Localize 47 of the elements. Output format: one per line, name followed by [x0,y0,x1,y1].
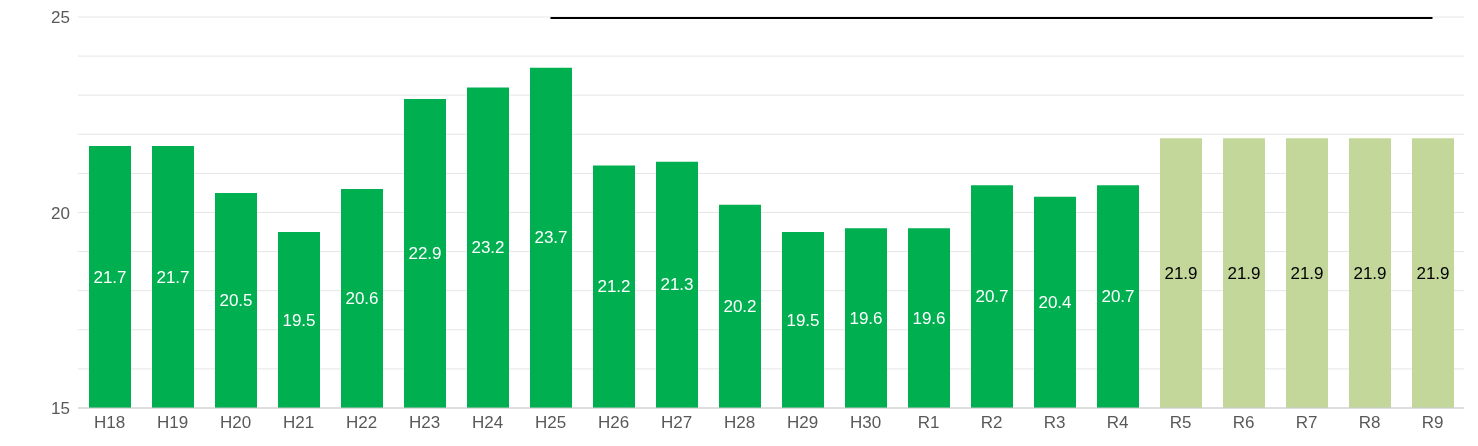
data-label: 21.7 [156,267,190,287]
data-label: 20.7 [975,287,1009,307]
x-tick-label: H23 [408,413,441,433]
x-tick-label: R5 [1169,413,1192,433]
data-label: 21.9 [1416,263,1450,283]
data-label: 19.6 [849,308,883,328]
x-tick-label: H18 [93,413,126,433]
x-tick-label: H27 [660,413,693,433]
x-tick-label: H29 [786,413,819,433]
x-tick-label: H21 [282,413,315,433]
data-label: 21.9 [1290,263,1324,283]
x-tick-label: H20 [219,413,252,433]
y-tick-label: 25 [51,8,70,28]
data-label: 21.9 [1227,263,1261,283]
x-tick-label: R6 [1232,413,1255,433]
data-label: 21.2 [597,277,631,297]
data-label: 22.9 [408,244,442,264]
data-label: 20.5 [219,290,253,310]
data-label: 20.2 [723,296,757,316]
data-label: 23.2 [471,238,505,258]
data-label: 21.9 [1164,263,1198,283]
x-tick-label: H19 [156,413,189,433]
data-label: 20.6 [345,289,379,309]
x-tick-label: R1 [917,413,940,433]
x-tick-label: H22 [345,413,378,433]
data-label: 19.6 [912,308,946,328]
x-tick-label: H26 [597,413,630,433]
data-label: 21.7 [93,267,127,287]
x-tick-label: R8 [1358,413,1381,433]
data-label: 20.4 [1038,292,1072,312]
x-tick-label: R9 [1421,413,1444,433]
x-tick-label: R4 [1106,413,1129,433]
x-tick-label: H30 [849,413,882,433]
x-tick-label: H25 [534,413,567,433]
x-tick-label: H24 [471,413,504,433]
data-label: 20.7 [1101,287,1135,307]
y-tick-label: 20 [51,203,70,223]
data-label: 21.9 [1353,263,1387,283]
x-tick-label: R2 [980,413,1003,433]
y-tick-label: 15 [51,399,70,419]
data-label: 23.7 [534,228,568,248]
x-tick-label: H28 [723,413,756,433]
x-tick-label: R7 [1295,413,1318,433]
data-label: 19.5 [786,310,820,330]
data-label: 21.3 [660,275,694,295]
data-label: 19.5 [282,310,316,330]
x-tick-label: R3 [1043,413,1066,433]
